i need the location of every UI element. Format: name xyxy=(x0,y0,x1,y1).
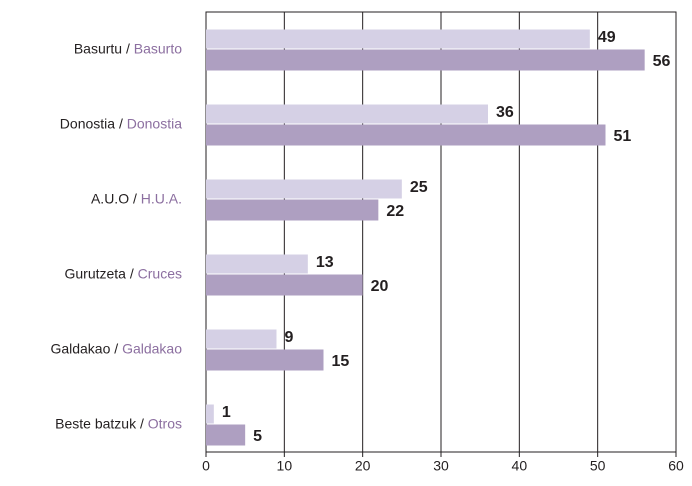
value-label: 13 xyxy=(316,254,334,271)
bar xyxy=(206,404,214,424)
basque-name: A.U.O xyxy=(91,190,129,206)
value-label: 25 xyxy=(410,179,428,196)
x-tick-label: 20 xyxy=(355,458,371,474)
value-label: 5 xyxy=(253,428,262,445)
spanish-name: Cruces xyxy=(138,265,182,281)
x-tick-label: 10 xyxy=(277,458,293,474)
category-label: A.U.O / H.U.A. xyxy=(91,190,182,206)
spanish-name: Otros xyxy=(148,415,182,431)
bar xyxy=(206,329,277,349)
label-separator: / xyxy=(126,265,138,281)
bar xyxy=(206,199,379,221)
value-label: 22 xyxy=(386,203,404,220)
bar xyxy=(206,349,324,371)
basque-name: Galdakao xyxy=(50,340,110,356)
value-label: 56 xyxy=(653,53,671,70)
spanish-name: Galdakao xyxy=(122,340,182,356)
bar xyxy=(206,124,606,146)
value-label: 36 xyxy=(496,104,514,121)
bar xyxy=(206,49,645,71)
bar xyxy=(206,424,246,446)
label-separator: / xyxy=(110,340,122,356)
basque-name: Basurtu xyxy=(74,40,122,56)
category-label: Galdakao / Galdakao xyxy=(50,340,182,356)
bar xyxy=(206,29,590,49)
basque-name: Beste batzuk xyxy=(55,415,137,431)
value-label: 9 xyxy=(285,329,294,346)
label-separator: / xyxy=(136,415,148,431)
value-label: 51 xyxy=(614,128,632,145)
bar xyxy=(206,274,363,296)
value-label: 15 xyxy=(332,353,350,370)
basque-name: Gurutzeta xyxy=(64,265,126,281)
spanish-name: Basurto xyxy=(134,40,182,56)
category-label: Basurtu / Basurto xyxy=(74,40,182,56)
spanish-name: Donostia xyxy=(127,115,182,131)
bar xyxy=(206,179,402,199)
bar xyxy=(206,104,488,124)
label-separator: / xyxy=(129,190,141,206)
label-separator: / xyxy=(115,115,127,131)
basque-name: Donostia xyxy=(60,115,115,131)
x-tick-label: 30 xyxy=(433,458,449,474)
bar xyxy=(206,254,308,274)
plot-frame xyxy=(205,11,677,453)
category-label: Beste batzuk / Otros xyxy=(55,415,182,431)
x-tick-label: 0 xyxy=(202,458,210,474)
x-tick-label: 40 xyxy=(512,458,528,474)
value-label: 20 xyxy=(371,278,389,295)
label-separator: / xyxy=(122,40,134,56)
x-tick-label: 50 xyxy=(590,458,606,474)
x-tick-label: 60 xyxy=(668,458,684,474)
value-label: 1 xyxy=(222,404,231,421)
category-label: Donostia / Donostia xyxy=(60,115,182,131)
category-label: Gurutzeta / Cruces xyxy=(64,265,182,281)
spanish-name: H.U.A. xyxy=(141,190,182,206)
value-label: 49 xyxy=(598,29,616,46)
